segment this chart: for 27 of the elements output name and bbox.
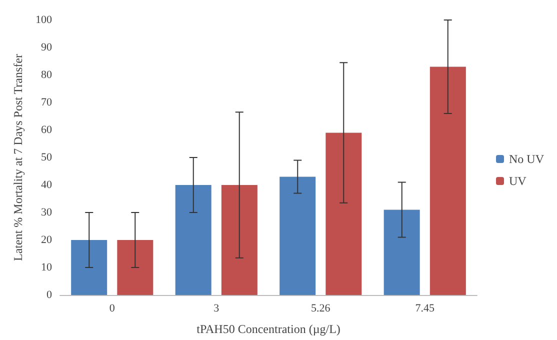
- y-tick-label: 30: [41, 206, 52, 218]
- y-tick-label: 90: [41, 42, 52, 54]
- x-tick-label: 7.45: [415, 302, 435, 314]
- y-tick-label: 0: [46, 289, 52, 301]
- bar: [326, 132, 362, 295]
- bar: [221, 185, 258, 295]
- y-tick-label: 80: [41, 69, 52, 81]
- bar: [384, 210, 420, 295]
- y-tick-label: 20: [41, 234, 52, 246]
- y-tick-label: 100: [36, 14, 52, 26]
- y-tick-label: 60: [41, 124, 52, 136]
- y-tick-label: 40: [41, 179, 52, 191]
- bar: [117, 240, 154, 295]
- x-tick-label: 5.26: [311, 302, 331, 314]
- x-tick-label: 3: [214, 302, 220, 314]
- legend-label: No UV: [509, 152, 544, 166]
- y-axis-title: Latent % Mortality at 7 Days Post Transfer: [11, 54, 25, 261]
- y-tick-label: 70: [41, 96, 52, 108]
- legend-label: UV: [509, 174, 527, 188]
- y-tick-label: 10: [41, 262, 52, 274]
- bar: [280, 176, 316, 295]
- bar: [430, 66, 466, 295]
- x-axis-title: tPAH50 Concentration (µg/L): [196, 322, 340, 336]
- x-tick-label: 0: [109, 302, 116, 314]
- y-tick-label: 50: [41, 152, 52, 164]
- bar: [175, 185, 212, 295]
- bar: [71, 240, 108, 295]
